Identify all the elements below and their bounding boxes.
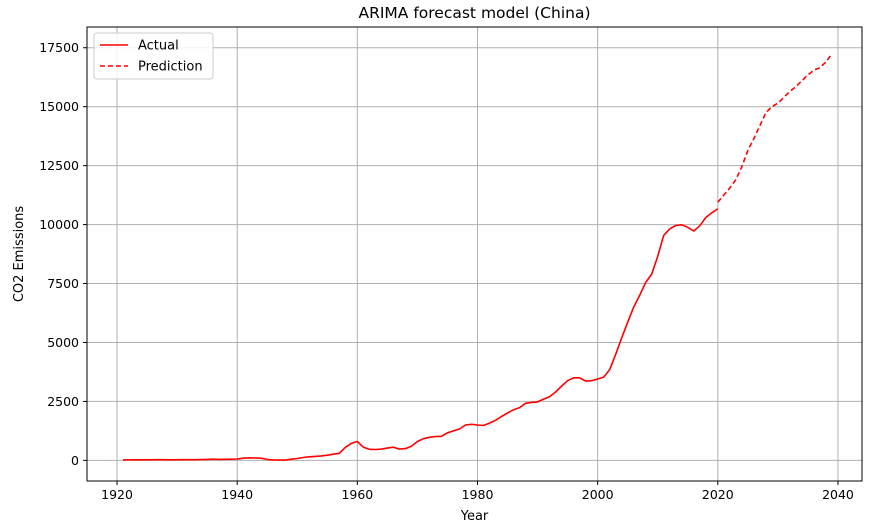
x-tick-label: 1920	[101, 487, 133, 502]
y-tick-label: 5000	[47, 335, 79, 350]
x-tick-label: 2020	[702, 487, 734, 502]
x-axis-label: Year	[460, 509, 489, 524]
legend: Actual Prediction	[93, 32, 214, 80]
y-tick-label: 17500	[39, 40, 79, 55]
x-tick-label: 2000	[582, 487, 614, 502]
x-tick-label: 1960	[341, 487, 373, 502]
grid-lines	[87, 27, 862, 481]
y-tick-label: 7500	[47, 276, 79, 291]
x-tick-label: 2040	[822, 487, 854, 502]
series-group	[122, 53, 833, 461]
chart-title: ARIMA forecast model (China)	[358, 4, 590, 22]
y-tick-label: 0	[71, 453, 79, 468]
x-tick-label: 1940	[221, 487, 253, 502]
y-tick-label: 10000	[39, 217, 79, 232]
series-line-prediction	[717, 53, 833, 203]
x-tick-label: 1980	[462, 487, 494, 502]
y-axis-label: CO2 Emissions	[12, 206, 27, 303]
legend-label-actual: Actual	[138, 39, 179, 54]
y-tick-label: 15000	[39, 99, 79, 114]
ticks: 1920 1940 1960 1980 2000 2020 2040 0 2500 5000 750…	[39, 40, 854, 502]
y-tick-label: 12500	[39, 158, 79, 173]
plot-frame	[86, 26, 863, 482]
y-tick-label: 2500	[47, 394, 79, 409]
legend-label-prediction: Prediction	[138, 60, 203, 75]
series-line-actual	[122, 208, 719, 461]
